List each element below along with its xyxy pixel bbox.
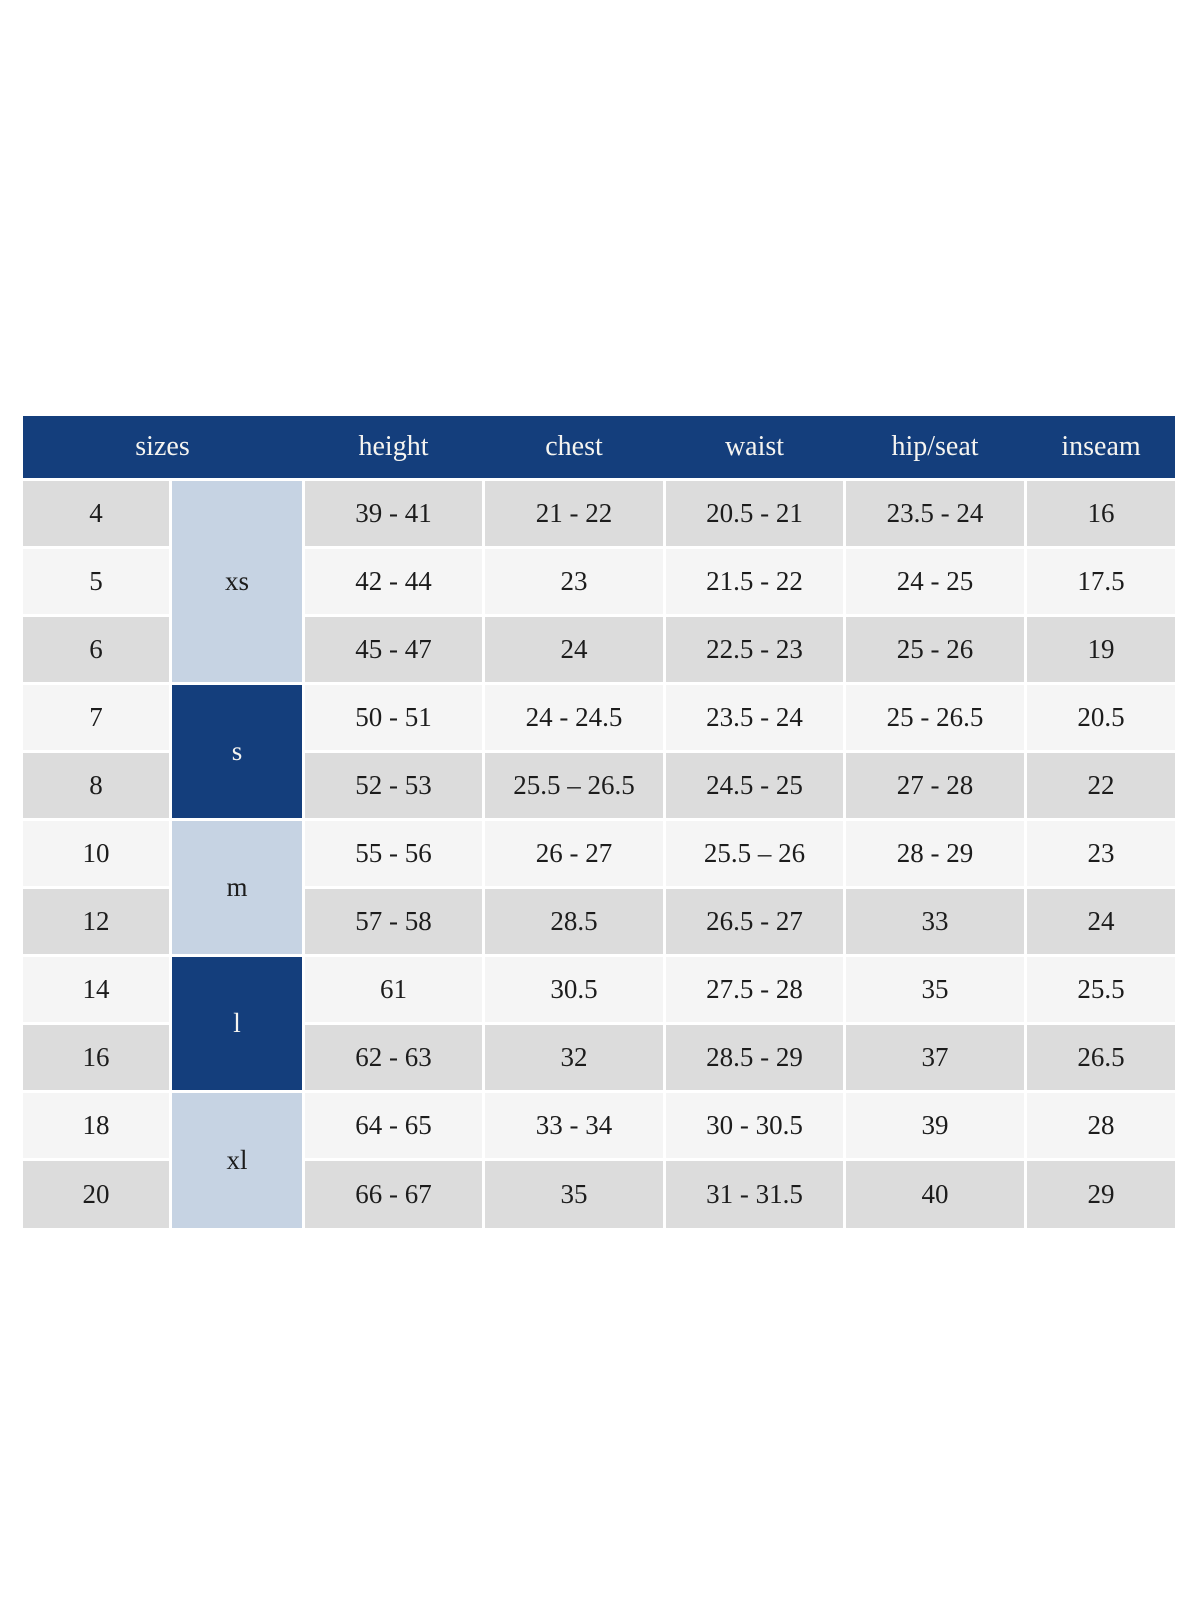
- hip-seat-cell: 39: [846, 1093, 1024, 1158]
- size-cell: 12: [23, 889, 169, 954]
- table-header-row: sizes height chest waist hip/seat inseam: [23, 416, 1175, 478]
- group-cell-xl: xl: [172, 1093, 302, 1228]
- chest-cell: 21 - 22: [485, 481, 663, 546]
- height-cell: 39 - 41: [305, 481, 482, 546]
- height-cell: 66 - 67: [305, 1161, 482, 1228]
- size-cell: 14: [23, 957, 169, 1022]
- size-cell: 20: [23, 1161, 169, 1228]
- chest-cell: 28.5: [485, 889, 663, 954]
- hip-seat-cell: 37: [846, 1025, 1024, 1090]
- chest-cell: 24 - 24.5: [485, 685, 663, 750]
- height-cell: 42 - 44: [305, 549, 482, 614]
- chest-cell: 23: [485, 549, 663, 614]
- size-cell: 4: [23, 481, 169, 546]
- column-header-inseam: inseam: [1061, 431, 1141, 462]
- waist-cell: 31 - 31.5: [666, 1161, 843, 1228]
- inseam-cell: 28: [1027, 1093, 1175, 1158]
- chest-cell: 30.5: [485, 957, 663, 1022]
- group-cell-s: s: [172, 685, 302, 818]
- waist-cell: 20.5 - 21: [666, 481, 843, 546]
- size-cell: 8: [23, 753, 169, 818]
- group-cell-m: m: [172, 821, 302, 954]
- chest-cell: 33 - 34: [485, 1093, 663, 1158]
- waist-cell: 25.5 – 26: [666, 821, 843, 886]
- waist-cell: 24.5 - 25: [666, 753, 843, 818]
- column-header-height: height: [358, 431, 429, 462]
- height-cell: 50 - 51: [305, 685, 482, 750]
- height-cell: 61: [305, 957, 482, 1022]
- size-cell: 6: [23, 617, 169, 682]
- hip-seat-cell: 25 - 26.5: [846, 685, 1024, 750]
- size-chart-table: sizes height chest waist hip/seat inseam…: [23, 416, 1175, 1228]
- group-cell-l: l: [172, 957, 302, 1090]
- column-header-hip-seat: hip/seat: [891, 431, 979, 462]
- size-cell: 5: [23, 549, 169, 614]
- inseam-cell: 16: [1027, 481, 1175, 546]
- height-cell: 55 - 56: [305, 821, 482, 886]
- hip-seat-cell: 40: [846, 1161, 1024, 1228]
- inseam-cell: 25.5: [1027, 957, 1175, 1022]
- hip-seat-cell: 25 - 26: [846, 617, 1024, 682]
- height-cell: 62 - 63: [305, 1025, 482, 1090]
- group-cell-xs: xs: [172, 481, 302, 682]
- hip-seat-cell: 35: [846, 957, 1024, 1022]
- chest-cell: 35: [485, 1161, 663, 1228]
- inseam-cell: 17.5: [1027, 549, 1175, 614]
- hip-seat-cell: 28 - 29: [846, 821, 1024, 886]
- height-cell: 45 - 47: [305, 617, 482, 682]
- size-cell: 7: [23, 685, 169, 750]
- waist-cell: 28.5 - 29: [666, 1025, 843, 1090]
- size-cell: 18: [23, 1093, 169, 1158]
- inseam-cell: 22: [1027, 753, 1175, 818]
- waist-cell: 22.5 - 23: [666, 617, 843, 682]
- inseam-cell: 26.5: [1027, 1025, 1175, 1090]
- column-header-waist: waist: [724, 431, 785, 462]
- hip-seat-cell: 23.5 - 24: [846, 481, 1024, 546]
- waist-cell: 27.5 - 28: [666, 957, 843, 1022]
- hip-seat-cell: 24 - 25: [846, 549, 1024, 614]
- inseam-cell: 24: [1027, 889, 1175, 954]
- size-cell: 10: [23, 821, 169, 886]
- inseam-cell: 29: [1027, 1161, 1175, 1228]
- hip-seat-cell: 33: [846, 889, 1024, 954]
- height-cell: 57 - 58: [305, 889, 482, 954]
- inseam-cell: 23: [1027, 821, 1175, 886]
- height-cell: 52 - 53: [305, 753, 482, 818]
- hip-seat-cell: 27 - 28: [846, 753, 1024, 818]
- waist-cell: 26.5 - 27: [666, 889, 843, 954]
- chest-cell: 24: [485, 617, 663, 682]
- height-cell: 64 - 65: [305, 1093, 482, 1158]
- inseam-cell: 19: [1027, 617, 1175, 682]
- waist-cell: 21.5 - 22: [666, 549, 843, 614]
- column-header-chest: chest: [545, 431, 603, 462]
- chest-cell: 26 - 27: [485, 821, 663, 886]
- waist-cell: 23.5 - 24: [666, 685, 843, 750]
- inseam-cell: 20.5: [1027, 685, 1175, 750]
- column-header-sizes: sizes: [135, 431, 190, 462]
- chest-cell: 32: [485, 1025, 663, 1090]
- chest-cell: 25.5 – 26.5: [485, 753, 663, 818]
- size-cell: 16: [23, 1025, 169, 1090]
- waist-cell: 30 - 30.5: [666, 1093, 843, 1158]
